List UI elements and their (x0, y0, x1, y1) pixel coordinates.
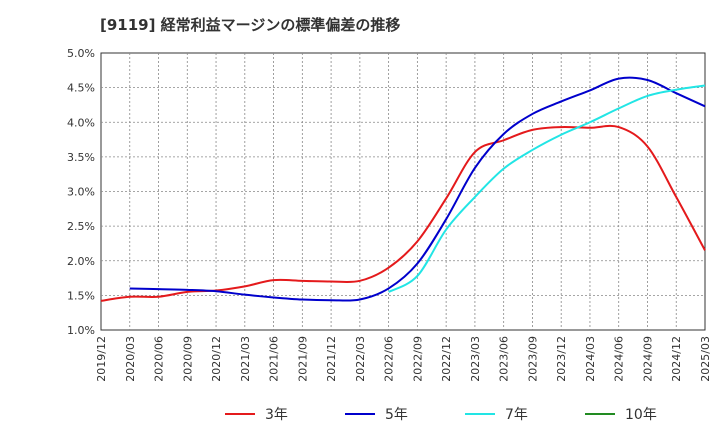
x-tick-label: 2025/03 (699, 336, 712, 382)
x-tick-label: 2023/12 (555, 336, 568, 382)
y-tick-label: 1.5% (67, 289, 95, 302)
x-tick-label: 2021/09 (296, 336, 309, 382)
x-tick-label: 2021/03 (239, 336, 252, 382)
x-tick-label: 2020/12 (210, 336, 223, 382)
legend-label-1: 3年 (265, 407, 288, 423)
legend-label-3: 7年 (505, 407, 528, 423)
x-tick-label: 2023/09 (526, 336, 539, 382)
y-tick-label: 3.0% (67, 186, 95, 199)
x-tick-label: 2024/06 (613, 336, 626, 382)
x-tick-label: 2023/03 (469, 336, 482, 382)
x-tick-label: 2020/09 (181, 336, 194, 382)
x-tick-label: 2022/09 (411, 336, 424, 382)
y-tick-label: 1.0% (67, 324, 95, 337)
legend-label-2: 5年 (385, 407, 408, 423)
x-tick-label: 2019/12 (95, 336, 108, 382)
y-tick-label: 4.0% (67, 116, 95, 129)
chart-title: [9119] 経常利益マージンの標準偏差の推移 (100, 16, 401, 34)
y-tick-label: 2.5% (67, 220, 95, 233)
x-tick-label: 2022/06 (383, 336, 396, 382)
y-tick-label: 3.5% (67, 151, 95, 164)
y-tick-label: 5.0% (67, 47, 95, 60)
legend-label-4: 10年 (625, 407, 657, 423)
x-tick-label: 2024/03 (584, 336, 597, 382)
x-tick-label: 2024/12 (670, 336, 683, 382)
y-tick-label: 2.0% (67, 255, 95, 268)
y-tick-label: 4.5% (67, 82, 95, 95)
x-tick-label: 2021/12 (325, 336, 338, 382)
x-tick-label: 2024/09 (641, 336, 654, 382)
x-tick-label: 2020/06 (153, 336, 166, 382)
x-tick-label: 2020/03 (124, 336, 137, 382)
x-tick-label: 2022/12 (440, 336, 453, 382)
x-tick-label: 2022/03 (354, 336, 367, 382)
series-line-2 (129, 76, 706, 302)
x-tick-label: 2021/06 (268, 336, 281, 382)
series-line-3 (388, 84, 706, 293)
x-tick-label: 2023/06 (498, 336, 511, 382)
